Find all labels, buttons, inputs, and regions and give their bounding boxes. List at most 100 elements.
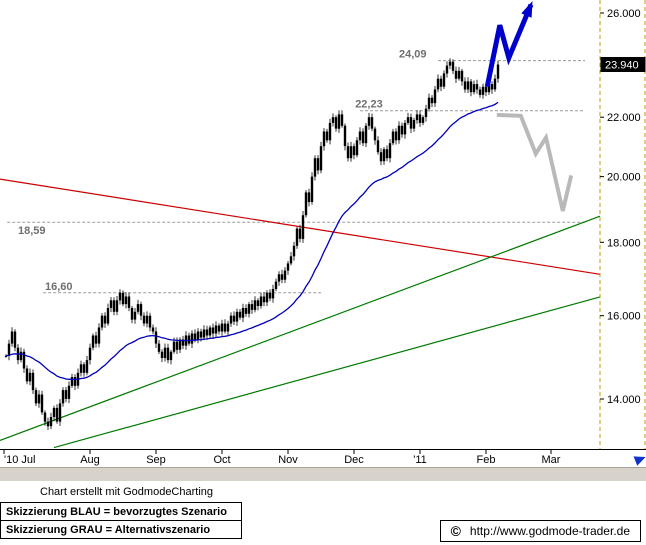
candle-body — [139, 304, 143, 316]
candle-body — [7, 343, 11, 356]
candle-body — [13, 331, 17, 348]
candle-body — [427, 97, 431, 109]
candle-body — [217, 325, 221, 332]
time-tick-label: Aug — [80, 454, 100, 466]
legend-gray-scenario: Skizzierung GRAU = Alternativszenario — [0, 520, 242, 539]
candle-body — [205, 329, 209, 336]
candle-body — [124, 296, 128, 305]
moving-average — [5, 101, 499, 381]
candle-body — [151, 327, 155, 332]
candle-body — [79, 364, 83, 373]
candle-body — [256, 300, 260, 306]
candle-body — [295, 228, 299, 246]
candle-body — [460, 70, 464, 82]
level-label: 24,09 — [399, 49, 427, 61]
candle-body — [52, 407, 56, 417]
candle-body — [22, 351, 26, 369]
candle-body — [115, 300, 119, 312]
candle-body — [136, 304, 140, 312]
candle-body — [88, 347, 92, 361]
candle-body — [127, 296, 131, 308]
candle-body — [58, 403, 62, 422]
candle-body — [475, 84, 479, 90]
candle-body — [25, 368, 29, 382]
candle-body — [244, 308, 248, 314]
legend-blue-scenario: Skizzierung BLAU = bevorzugtes Szenario — [0, 502, 242, 521]
price-tick-label: 22.000 — [607, 112, 641, 124]
candle-body — [121, 292, 125, 305]
candle-body — [496, 64, 500, 79]
candle-body — [292, 245, 296, 257]
candle-body — [280, 274, 284, 280]
candle-body — [334, 117, 338, 129]
level-label: 22,23 — [355, 99, 383, 111]
candle-body — [232, 315, 236, 322]
candle-body — [112, 300, 116, 312]
candle-body — [103, 315, 107, 324]
candle-body — [454, 70, 458, 79]
candle-body — [259, 296, 263, 306]
preferred-blue-scenario-arrowhead — [521, 1, 533, 18]
candle-body — [145, 315, 149, 324]
scenario-annotations — [484, 1, 574, 212]
candle-body — [265, 292, 269, 303]
candle-body — [364, 125, 368, 144]
candle-body — [10, 331, 14, 344]
candle-body — [100, 315, 104, 328]
candle-body — [187, 335, 191, 344]
candle-body — [442, 73, 446, 87]
candle-body — [370, 117, 374, 129]
candle-body — [250, 304, 254, 310]
candle-body — [154, 331, 158, 344]
candle-body — [376, 140, 380, 153]
candle-body — [352, 146, 356, 156]
candle-body — [73, 377, 77, 386]
candle-body — [445, 65, 449, 74]
copyright-url[interactable]: http://www.godmode-trader.de — [469, 524, 630, 538]
candle-body — [4, 355, 8, 357]
candle-body — [310, 176, 314, 202]
candle-body — [358, 131, 362, 141]
candle-body — [478, 89, 482, 95]
time-tick-label: Feb — [477, 454, 496, 466]
support-resistance-levels: 24,09 22,23 18,59 16,60 — [7, 49, 585, 294]
candle-body — [163, 347, 167, 358]
candle-body — [451, 61, 455, 71]
last-price-label: 23.940 — [605, 60, 639, 72]
candle-body — [118, 292, 122, 301]
candle-body — [457, 70, 461, 79]
time-tick-label: Mar — [542, 454, 561, 466]
candle-body — [130, 308, 134, 320]
candle-body — [37, 394, 41, 404]
candle-body — [40, 394, 44, 413]
candle-body — [229, 315, 233, 324]
candle-body — [214, 325, 218, 334]
candle-body — [484, 86, 488, 93]
blue-arrow-icon — [633, 451, 646, 466]
candle-body — [490, 84, 494, 90]
candle-body — [283, 270, 287, 280]
last-price-box — [600, 57, 646, 72]
candle-body — [247, 304, 251, 314]
candle-body — [274, 281, 278, 289]
candle-body — [397, 125, 401, 141]
candle-body — [400, 125, 404, 135]
candle-body — [181, 339, 185, 346]
candle-body — [412, 120, 416, 129]
candle-body — [175, 341, 179, 350]
candle-body — [469, 81, 473, 93]
candle-body — [202, 329, 206, 338]
candle-body — [346, 146, 350, 159]
time-tick-label: Sep — [146, 454, 166, 466]
candle-body — [271, 289, 275, 299]
created-with-note: Chart erstellt mit GodmodeCharting — [40, 486, 214, 498]
candle-body — [340, 114, 344, 126]
alternative-gray-scenario-line — [496, 112, 574, 212]
candle-body — [463, 81, 467, 90]
candle-body — [403, 122, 407, 135]
chart-nav-button[interactable] — [600, 450, 646, 467]
candle-body — [436, 78, 440, 90]
candle-body — [466, 81, 470, 90]
candle-body — [49, 417, 53, 427]
candle-body — [268, 292, 272, 299]
